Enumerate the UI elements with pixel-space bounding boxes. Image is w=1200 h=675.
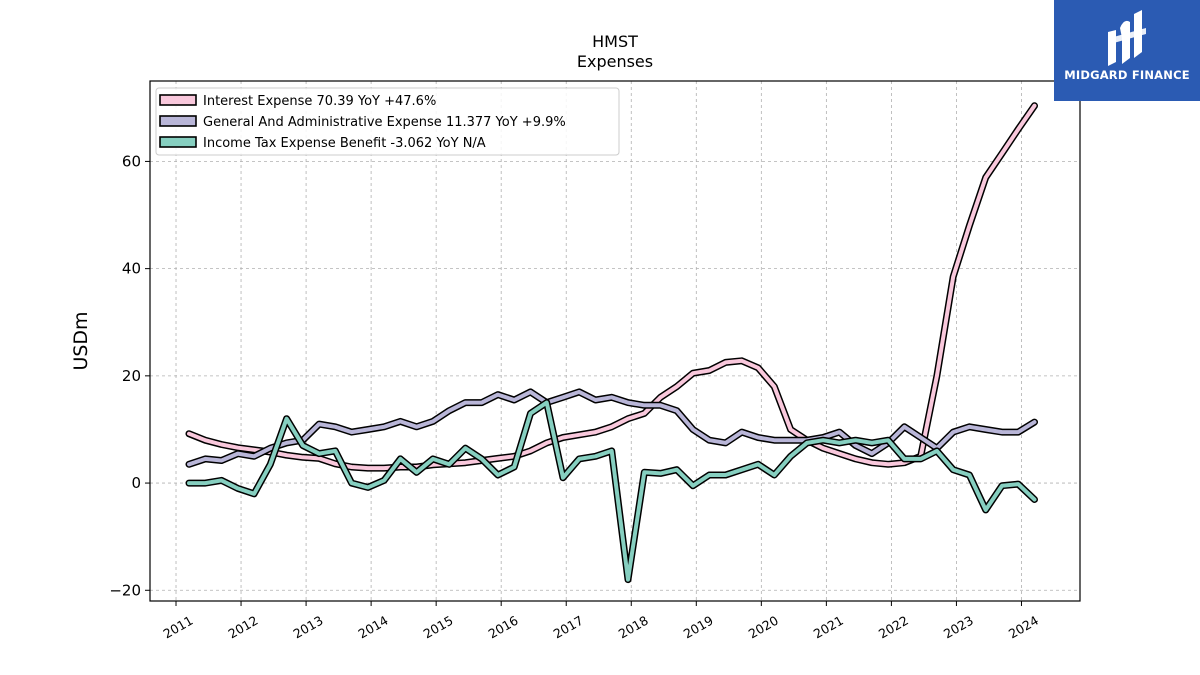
x-tick-label: 2019 (681, 613, 716, 642)
series-layer (185, 102, 1038, 584)
x-tick-label: 2023 (941, 613, 976, 642)
legend-swatch-interest (159, 94, 197, 106)
grid-lines (150, 81, 1080, 601)
chart-subtitle: Expenses (577, 52, 653, 71)
x-tick-label: 2013 (291, 613, 326, 642)
x-tick-label: 2014 (356, 613, 391, 642)
y-axis-label: USDm (70, 311, 92, 370)
series-ga (185, 388, 1038, 468)
legend: Interest Expense 70.39 YoY +47.6% General… (155, 87, 620, 156)
y-tick-label: 60 (122, 152, 141, 170)
y-tick-label: 40 (122, 260, 141, 278)
y-tick-label: 0 (131, 474, 141, 492)
chart-title: HMST (592, 32, 638, 51)
series-interest (185, 102, 1038, 472)
x-axis: 2011 2012 2013 2014 2015 2016 2017 2018 2019 2020… (160, 601, 1041, 642)
plot-frame (149, 80, 1081, 602)
x-tick-label: 2016 (486, 613, 521, 642)
x-tick-label: 2017 (551, 613, 586, 642)
x-tick-label: 2024 (1006, 613, 1041, 642)
x-tick-label: 2011 (160, 613, 195, 642)
legend-label-ga: General And Administrative Expense 11.37… (203, 115, 566, 130)
legend-label-tax: Income Tax Expense Benefit -3.062 YoY N/… (203, 136, 486, 151)
y-tick-label: 20 (122, 367, 141, 385)
series-tax-line (187, 400, 1037, 582)
series-interest-outline (185, 102, 1038, 472)
x-tick-label: 2020 (746, 613, 781, 642)
legend-item-tax: Income Tax Expense Benefit -3.062 YoY N/… (159, 136, 486, 151)
legend-label-interest: Interest Expense 70.39 YoY +47.6% (203, 94, 436, 109)
x-tick-label: 2012 (225, 613, 260, 642)
y-axis: −20 0 20 40 60 (109, 152, 150, 599)
legend-swatch-tax (159, 136, 197, 148)
y-tick-label: −20 (109, 581, 141, 599)
legend-swatch-ga (159, 115, 197, 127)
legend-box (155, 87, 620, 156)
x-tick-label: 2022 (876, 613, 911, 642)
midgard-logo-icon (1108, 10, 1146, 66)
x-tick-label: 2018 (616, 613, 651, 642)
series-interest-line (187, 103, 1037, 471)
series-ga-line (187, 389, 1037, 467)
logo-text: MIDGARD FINANCE (1064, 68, 1190, 82)
x-tick-label: 2021 (811, 613, 846, 642)
x-tick-label: 2015 (421, 613, 456, 642)
legend-item-interest: Interest Expense 70.39 YoY +47.6% (159, 94, 436, 109)
series-tax (185, 399, 1038, 584)
brand-logo: MIDGARD FINANCE (1054, 0, 1200, 101)
legend-item-ga: General And Administrative Expense 11.37… (159, 115, 566, 130)
